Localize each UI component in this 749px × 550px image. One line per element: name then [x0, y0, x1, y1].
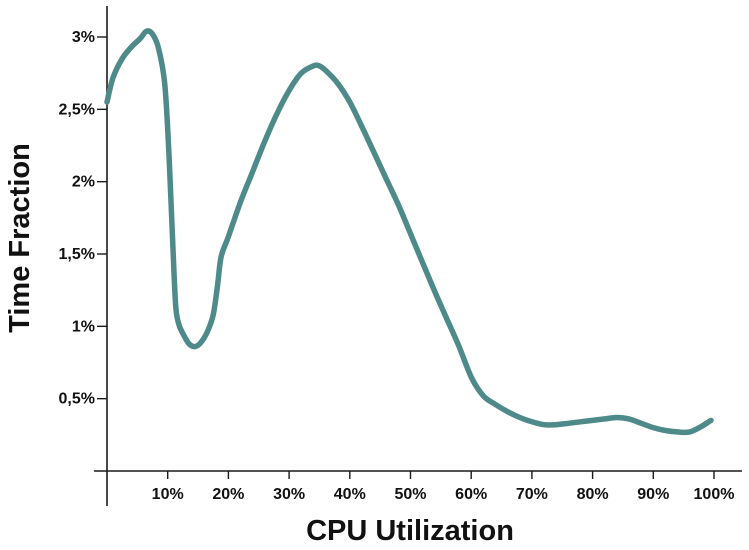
y-tick-label: 1% — [72, 318, 95, 335]
x-tick-label: 80% — [577, 486, 609, 503]
x-tick-label: 100% — [694, 486, 735, 503]
y-tick-label: 2,5% — [59, 101, 95, 118]
series-line — [104, 28, 714, 436]
x-axis-title: CPU Utilization — [306, 515, 514, 547]
y-axis-ticks: 0,5% 1% 1,5% 2% 2,5% 3% — [59, 29, 107, 408]
x-tick-label: 10% — [152, 486, 184, 503]
x-tick-label: 20% — [212, 486, 244, 503]
y-tick-label: 1,5% — [59, 246, 95, 263]
x-tick-label: 30% — [273, 486, 305, 503]
x-tick-label: 50% — [394, 486, 426, 503]
y-tick-label: 3% — [72, 29, 95, 46]
y-tick-label: 0,5% — [59, 391, 95, 408]
x-axis-ticks: 10% 20% 30% 40% 50% 60% 70% 80% 90% 100% — [152, 471, 735, 503]
x-tick-label: 60% — [455, 486, 487, 503]
y-tick-label: 2% — [72, 174, 95, 191]
x-tick-label: 40% — [334, 486, 366, 503]
x-tick-label: 70% — [516, 486, 548, 503]
x-tick-label: 90% — [637, 486, 669, 503]
y-axis-title: Time Fraction — [4, 143, 36, 333]
